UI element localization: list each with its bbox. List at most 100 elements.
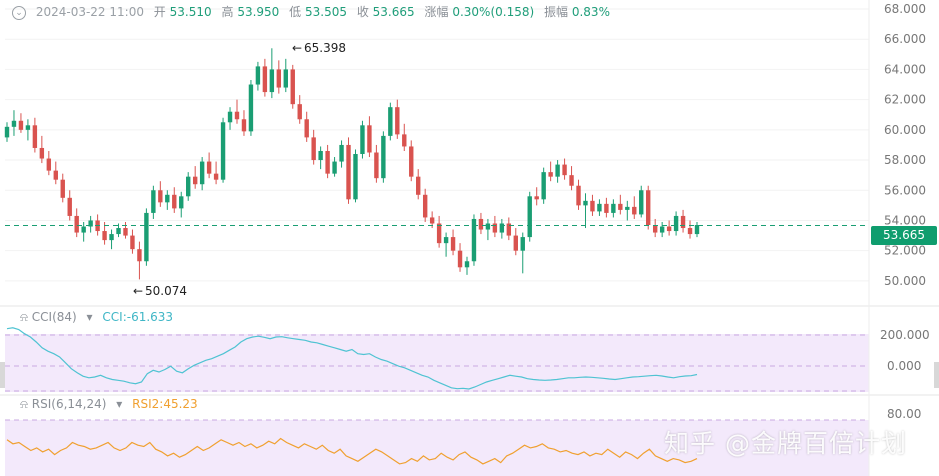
candle-body [304, 119, 309, 138]
candle-body [318, 150, 323, 161]
min-arrow-icon: ← [133, 284, 143, 298]
candle-body [527, 196, 532, 238]
rsi-title[interactable]: RSI(6,14,24) [31, 397, 107, 411]
min-price-label: 50.074 [145, 284, 187, 298]
candle-body [151, 190, 156, 213]
rsi-dropdown-icon[interactable]: ▾ [116, 397, 123, 411]
candle-body [541, 172, 546, 200]
y-tick-label: 62.000 [884, 93, 926, 107]
candle-body [165, 194, 170, 203]
candle-body [450, 237, 456, 251]
candle-body [297, 104, 302, 120]
candle-body [429, 217, 435, 224]
alarm-bell-icon[interactable]: ⍾ [20, 397, 28, 411]
change-value: 0.30%(0.158) [452, 5, 535, 19]
candle-body [632, 206, 637, 215]
candle-body [353, 154, 358, 200]
candle-body [213, 173, 219, 180]
candle-body [339, 144, 344, 162]
y-tick-label: 66.000 [884, 32, 926, 46]
candle-body [11, 120, 17, 127]
candle-body [39, 147, 45, 159]
candle-body [172, 194, 177, 209]
candle-body [597, 203, 602, 212]
candle-body [283, 69, 288, 88]
candle-body [534, 196, 539, 200]
candle-body [346, 144, 351, 200]
candle-body [416, 176, 421, 195]
min-annotation: 50.074 ← [133, 284, 187, 298]
candle-body [680, 215, 686, 229]
candle-body [199, 161, 205, 185]
candle-body [220, 122, 226, 180]
candle-body [555, 164, 560, 177]
open-label: 开 [153, 5, 166, 19]
candle-body [158, 190, 163, 203]
candle-body [513, 235, 518, 251]
candle-body [102, 231, 107, 241]
candle-body [325, 150, 330, 174]
candle-body [130, 235, 135, 250]
candle-body [464, 261, 470, 268]
candle-body [179, 196, 184, 209]
candle-body [436, 223, 442, 244]
scroll-left-handle[interactable] [0, 362, 5, 388]
candle-body [590, 200, 595, 212]
candle-body [625, 206, 630, 210]
candle-body [360, 125, 365, 155]
watermark: 知乎 @金牌百倍计划 [664, 429, 907, 458]
cci-line [6, 327, 698, 390]
y-tick-label: 54.000 [884, 213, 926, 227]
candle-body [227, 111, 233, 123]
candle-body [241, 119, 247, 132]
y-tick-label: 50.000 [884, 274, 926, 288]
candle-body [4, 126, 10, 138]
candle-body [687, 228, 693, 235]
cci-tick-200: 200.000 [880, 328, 930, 342]
cci-header: ⍾ CCI(84) ▾ CCI:-61.633 [20, 310, 173, 325]
candle-body [618, 203, 623, 210]
rsi-line [6, 437, 698, 465]
collapse-chevron-icon[interactable]: ⌄ [12, 5, 26, 20]
candle-body [520, 237, 525, 251]
low-label: 低 [289, 5, 302, 19]
candle-body [499, 223, 505, 233]
rsi-tick-80: 80.00 [887, 407, 921, 421]
candle-body [262, 66, 268, 93]
candle-body [234, 111, 240, 120]
cci-title[interactable]: CCI(84) [31, 310, 77, 324]
candle-body [694, 225, 700, 235]
alarm-bell-icon[interactable]: ⍾ [20, 310, 28, 324]
change-label: 涨幅 [424, 5, 449, 19]
candle-body [109, 234, 114, 241]
candle-body [32, 125, 38, 148]
candle-body [673, 215, 679, 232]
candle-body [46, 158, 52, 171]
candle-body [67, 197, 72, 216]
rsi-value: RSI2:45.23 [132, 397, 198, 411]
rsi-header: ⍾ RSI(6,14,24) ▾ RSI2:45.23 [20, 397, 198, 412]
y-tick-label: 52.000 [884, 244, 926, 258]
candle-body [276, 69, 282, 88]
candle-body [639, 190, 644, 215]
candle-body [290, 69, 295, 105]
high-label: 高 [221, 5, 234, 19]
max-annotation: 65.398 ← [292, 41, 346, 55]
candle-body [367, 125, 372, 153]
cci-band [5, 334, 869, 392]
max-price-label: 65.398 [304, 41, 346, 55]
candle-body [248, 84, 254, 132]
candle-body [206, 161, 212, 174]
candle-body [144, 212, 149, 262]
cci-dropdown-icon[interactable]: ▾ [86, 310, 93, 324]
ohlc-header: ⌄ 2024-03-22 11:00 开 53.510 高 53.950 低 5… [12, 3, 610, 20]
scroll-right-handle[interactable] [934, 362, 939, 388]
y-axis-ticks: 68.000 66.000 64.000 62.000 60.000 58.000 56.0… [884, 2, 926, 288]
header-datetime: 2024-03-22 11:00 [35, 5, 144, 19]
candle-body [311, 137, 316, 161]
candle-body [123, 228, 128, 236]
candle-body [269, 69, 275, 93]
y-tick-label: 58.000 [884, 153, 926, 167]
candle-body [485, 223, 491, 230]
